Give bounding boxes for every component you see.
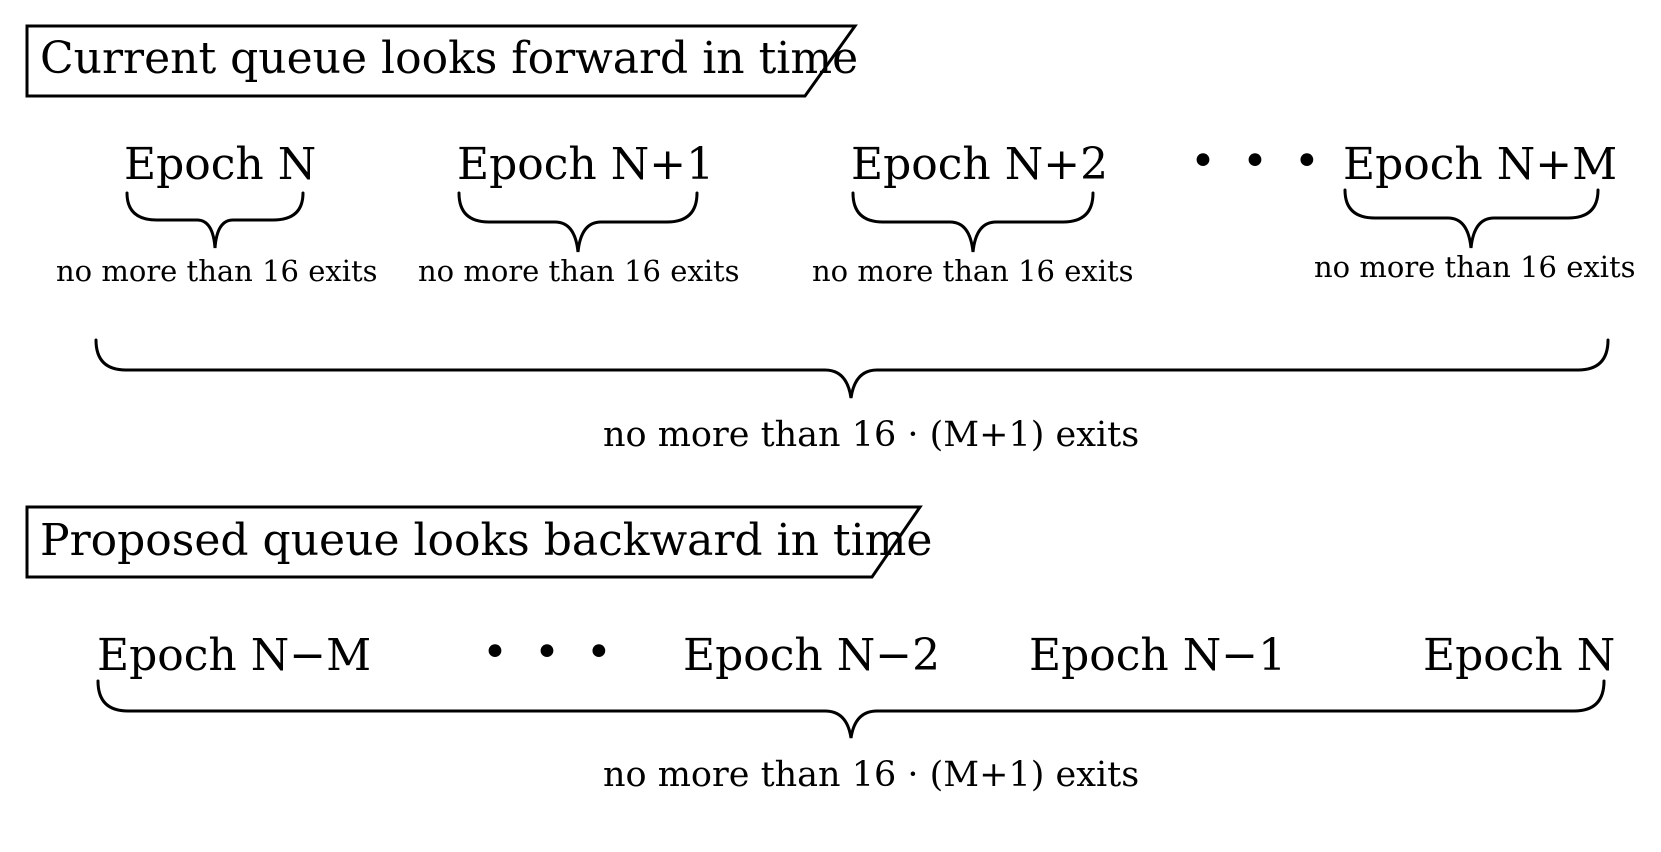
epoch-n-minus-m-label: Epoch N−M: [97, 630, 372, 681]
limit-label-epoch-n: no more than 16 exits: [56, 254, 378, 288]
brace-total-proposed: [96, 679, 1606, 739]
epoch-n-label: Epoch N: [124, 139, 317, 190]
brace-epoch-n1: [457, 191, 699, 253]
epoch-n-minus-2-label: Epoch N−2: [683, 630, 941, 681]
epoch-n1-label: Epoch N+1: [457, 139, 715, 190]
epoch-n-minus-1-label: Epoch N−1: [1029, 630, 1287, 681]
epoch-n-proposed-label: Epoch N: [1423, 630, 1616, 681]
total-label-current: no more than 16 · (M+1) exits: [603, 415, 1140, 455]
limit-label-epoch-n1: no more than 16 exits: [418, 254, 740, 288]
brace-total-current: [94, 338, 1610, 399]
epoch-n2-label: Epoch N+2: [851, 139, 1109, 190]
title-box-current: [25, 24, 858, 98]
total-label-proposed: no more than 16 · (M+1) exits: [603, 755, 1140, 795]
ellipsis-proposed: • • •: [482, 627, 618, 678]
ellipsis-current: • • •: [1190, 136, 1326, 187]
brace-epoch-nm: [1343, 188, 1600, 249]
epoch-nm-label: Epoch N+M: [1343, 139, 1618, 190]
section-proposed-title: Proposed queue looks backward in time: [40, 515, 933, 566]
section-current-title: Current queue looks forward in time: [40, 33, 859, 84]
brace-epoch-n: [125, 191, 305, 249]
brace-epoch-n2: [851, 191, 1095, 253]
title-box-proposed: [25, 505, 923, 579]
limit-label-epoch-n2: no more than 16 exits: [812, 254, 1134, 288]
limit-label-epoch-nm: no more than 16 exits: [1314, 250, 1636, 284]
